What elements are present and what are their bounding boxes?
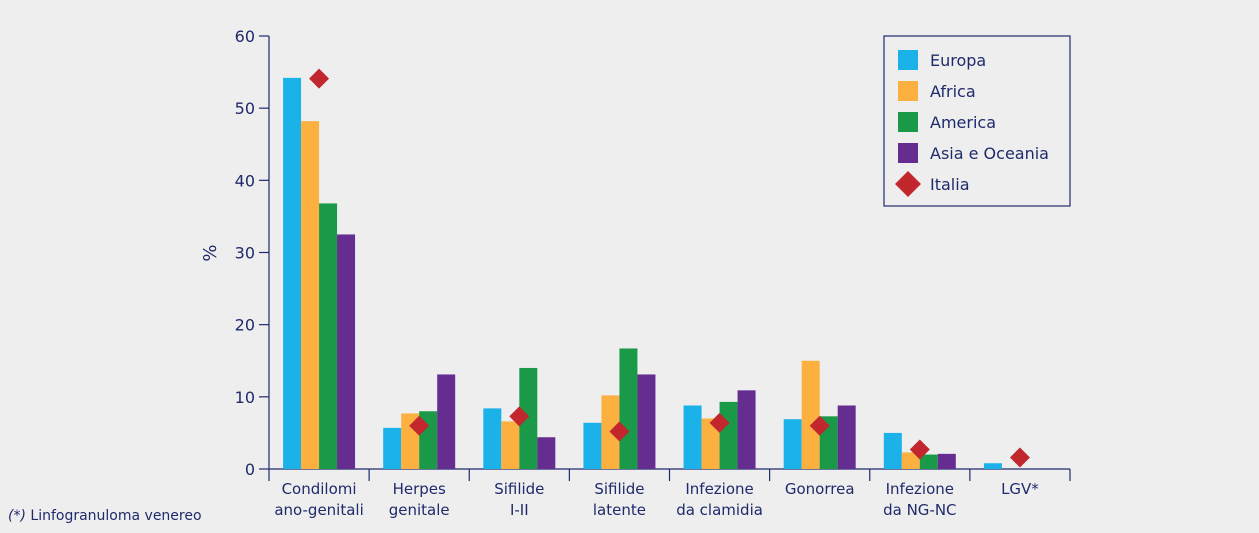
x-tick-label: latente [593,501,646,519]
x-tick-label: Infezione [685,480,753,498]
x-tick-label: Sifilide [494,480,544,498]
x-tick-label: Condilomi [282,480,357,498]
y-tick-label: 60 [235,27,255,46]
bar-asia-e-oceania [437,374,456,469]
y-tick-label: 0 [245,460,255,479]
legend-label: Asia e Oceania [930,144,1049,163]
y-tick-label: 10 [235,388,255,407]
bar-asia-e-oceania [637,374,656,469]
marker-italia [509,406,530,427]
y-tick-label: 20 [235,316,255,335]
footnote: (*) Linfogranuloma venereo [8,508,202,524]
legend-swatch [898,112,918,132]
legend-label: Africa [930,82,976,101]
bar-europa [483,408,502,469]
x-tick-label: I-II [510,501,529,519]
marker-italia [709,412,730,433]
bar-europa [383,427,402,469]
bar-asia-e-oceania [937,453,956,469]
legend-marker-italia [895,171,921,197]
marker-italia [409,415,430,436]
marker-italia [309,68,330,89]
bar-asia-e-oceania [737,390,756,469]
legend-swatch [898,143,918,163]
bar-america [619,348,638,469]
bar-europa [983,463,1002,469]
x-tick-label: Infezione [886,480,954,498]
x-tick-label: da clamidia [676,501,763,519]
legend-label: Italia [930,175,970,194]
legend-label: America [930,113,996,132]
bar-africa [901,452,920,469]
bar-america [319,203,338,469]
legend-swatch [898,81,918,101]
bar-america [519,367,538,469]
bar-america [919,454,938,469]
x-tick-label: Gonorrea [785,480,855,498]
y-axis-label: % [200,244,221,261]
bar-europa [783,419,802,469]
footnote-marker: (*) [8,508,26,524]
y-tick-label: 30 [235,244,255,263]
footnote-text: Linfogranuloma venereo [26,508,202,524]
marker-italia [1009,447,1030,468]
bar-africa [701,418,720,469]
bar-asia-e-oceania [837,405,856,469]
x-tick-label: ano-genitali [274,501,363,519]
x-tick-label: genitale [389,501,450,519]
y-tick-label: 40 [235,171,255,190]
bar-asia-e-oceania [537,437,556,469]
bar-africa [301,121,320,469]
bar-asia-e-oceania [337,234,356,469]
x-tick-label: Herpes [393,480,446,498]
y-tick-label: 50 [235,99,255,118]
legend-box [883,35,1071,207]
bar-europa [283,77,302,470]
marker-italia [609,421,630,442]
marker-italia [909,439,930,460]
bar-europa [883,432,902,469]
bar-europa [683,405,702,469]
x-tick-label: LGV* [1001,480,1039,498]
marker-italia [809,415,830,436]
legend-swatch [898,50,918,70]
bar-africa [801,360,820,469]
bar-africa [501,421,520,469]
legend-label: Europa [930,51,986,70]
x-tick-label: Sifilide [594,480,644,498]
bar-europa [583,422,602,469]
bar-america [719,401,738,469]
x-tick-label: da NG-NC [883,501,956,519]
